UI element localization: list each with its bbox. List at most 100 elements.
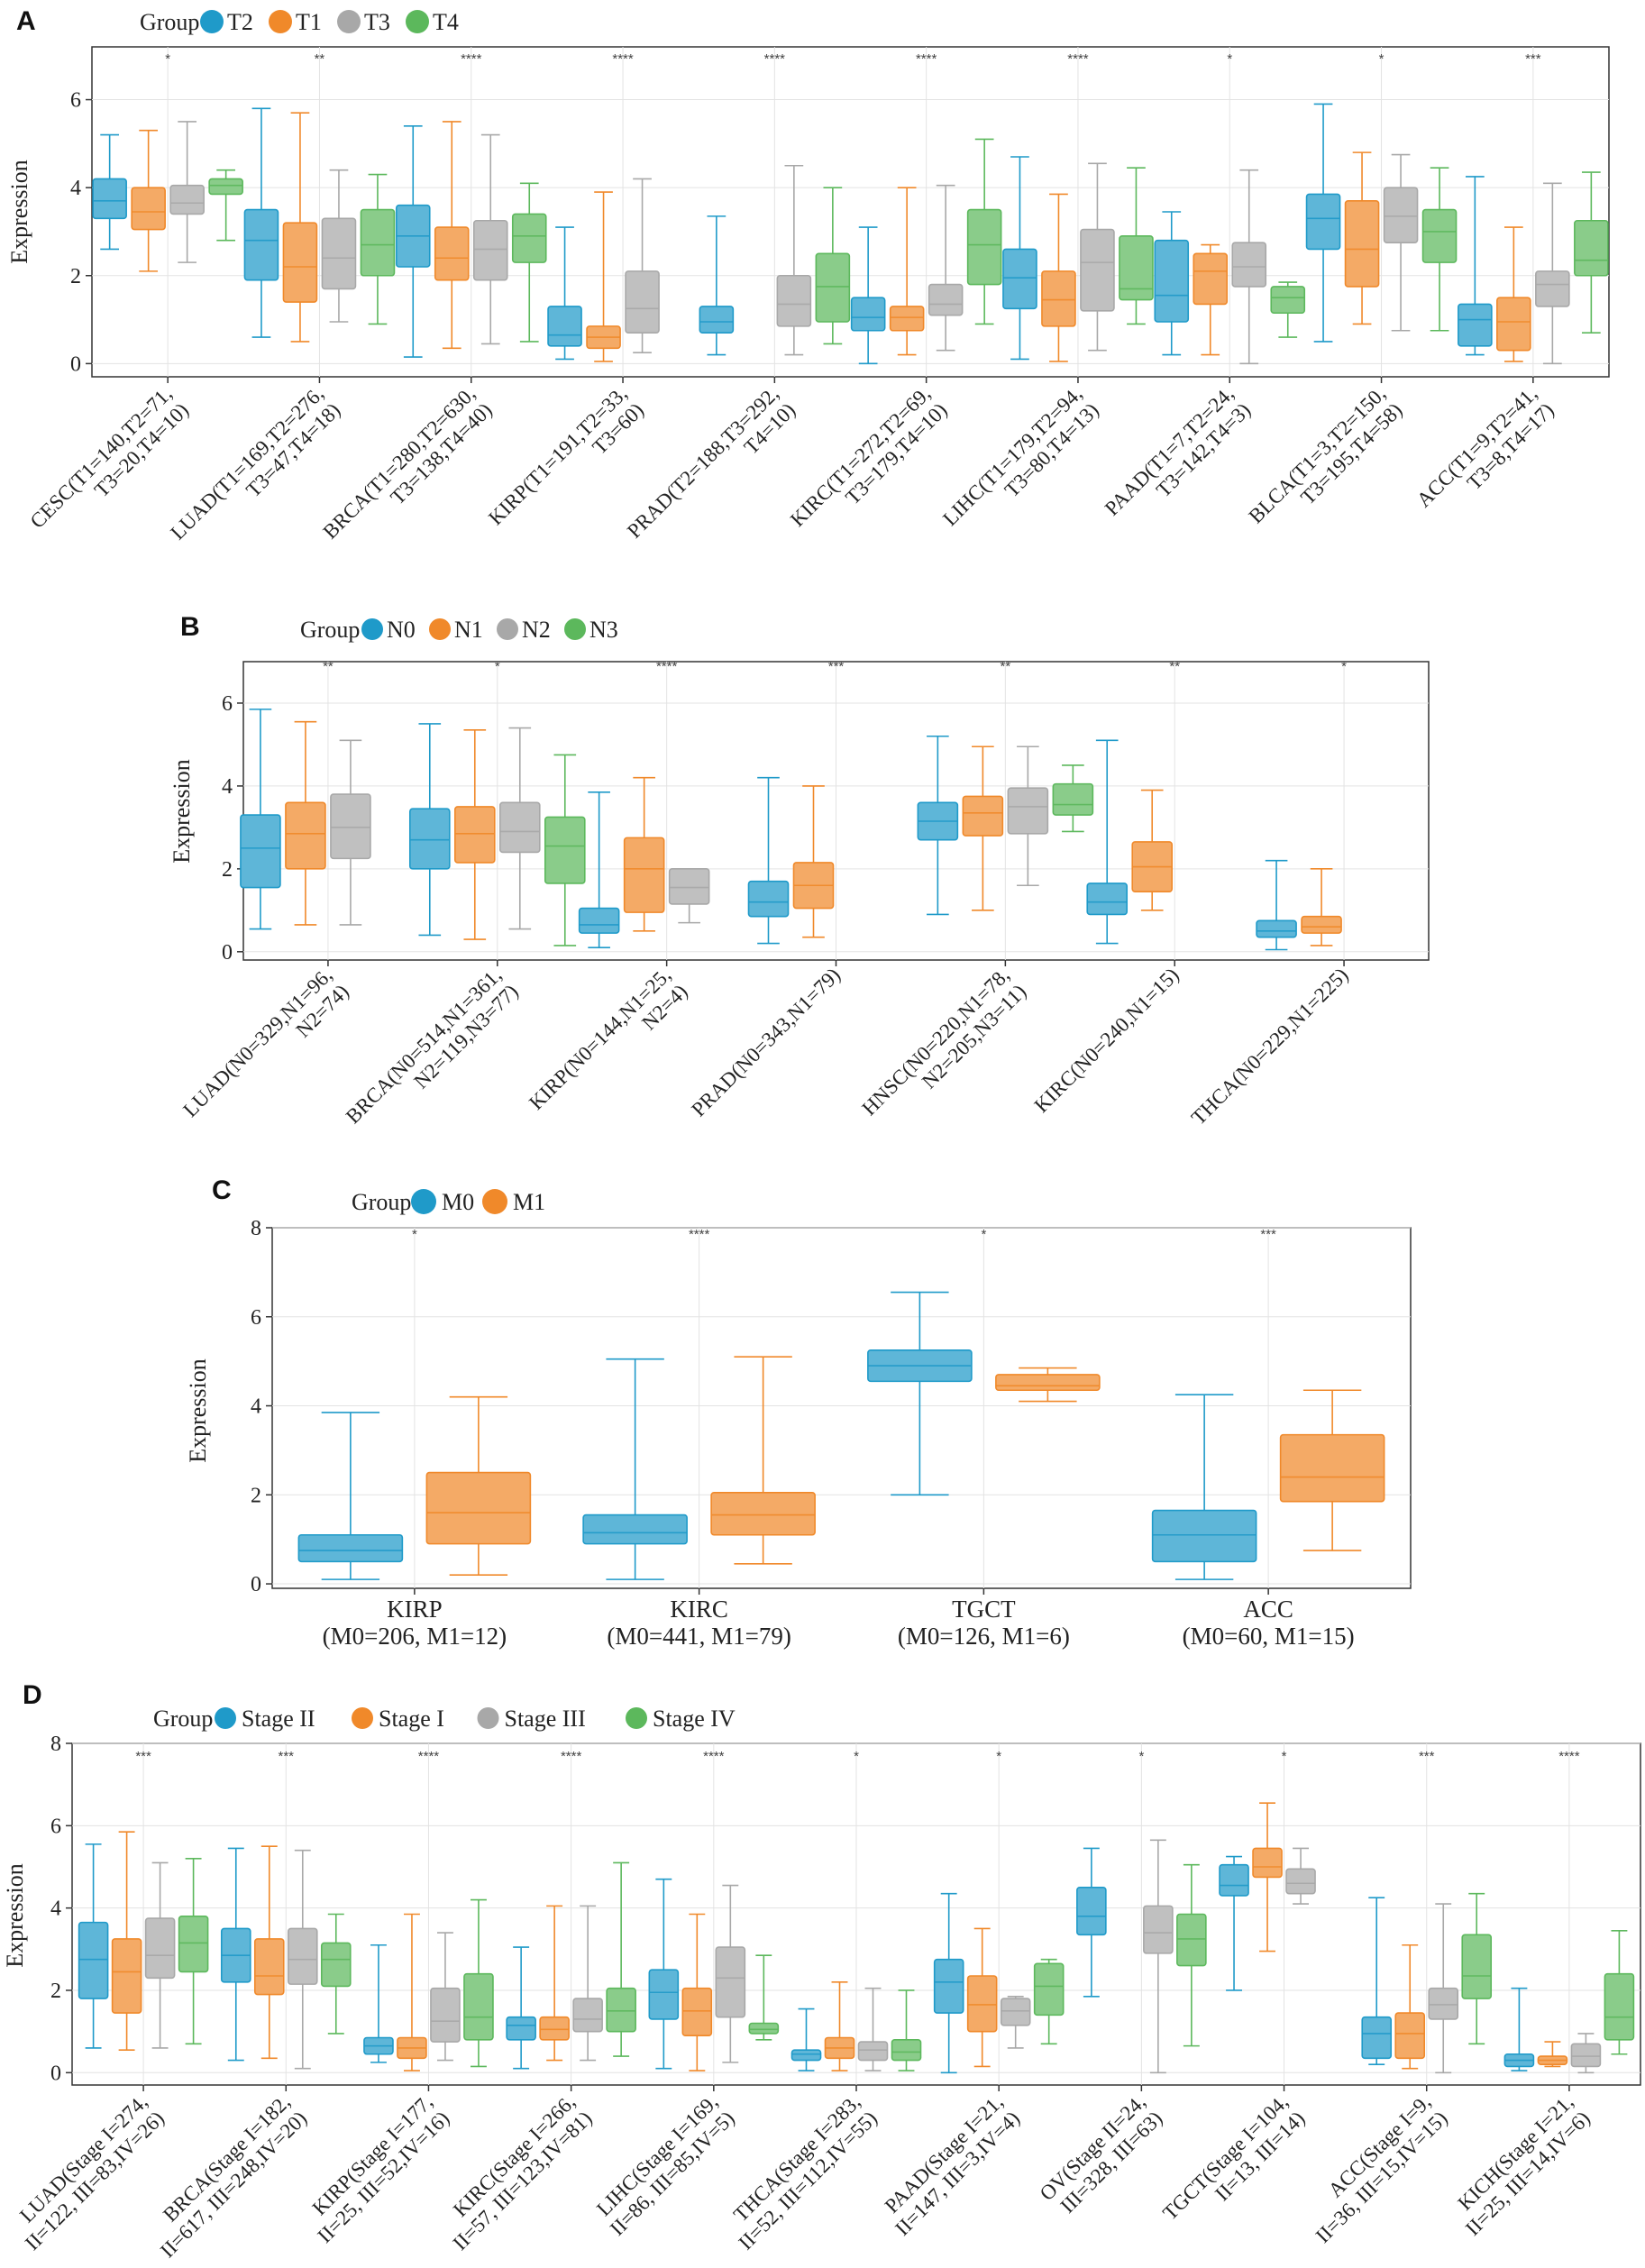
box-iqr <box>933 1958 964 2014</box>
box-iqr <box>360 208 396 277</box>
box-iqr <box>1344 200 1380 288</box>
box-iqr <box>1033 1962 1065 2017</box>
y-tick-label: 4 <box>222 775 233 799</box>
category-group: **** KIRP(N0=144,N1=25,N2=4) <box>525 659 710 1130</box>
x-category-label-line: CESC(T1=140,T2=71, <box>26 382 177 533</box>
box-stage-i <box>824 1981 855 2071</box>
significance-label: * <box>1227 51 1232 67</box>
legend-entry: Stage II <box>242 1706 315 1732</box>
significance-label: *** <box>828 659 845 674</box>
box-iqr <box>966 208 1002 286</box>
panel-label: C <box>212 1175 232 1205</box>
box-n0 <box>1256 859 1297 951</box>
box-n1 <box>1131 789 1174 911</box>
x-category-label: KIRP <box>387 1596 443 1623</box>
box-t1 <box>1344 151 1380 325</box>
significance-label: * <box>495 659 500 674</box>
box-m0 <box>297 1412 404 1580</box>
box-stage-i <box>539 1905 570 2062</box>
x-category-label-line: LUAD(T1=169,T2=276, <box>166 382 328 544</box>
x-category-label: KIRP(N0=144,N1=25,N2=4) <box>525 964 691 1130</box>
box-t2 <box>1154 211 1190 356</box>
box-stage-iii <box>857 1987 889 2071</box>
x-category-label: (M0=60, M1=15) <box>1183 1623 1355 1650</box>
box-iqr <box>434 226 470 281</box>
x-category-label-line: II=617, III=248,IV=20) <box>156 2107 311 2262</box>
box-iqr <box>243 208 279 281</box>
box-iqr <box>606 1987 636 2033</box>
significance-label: **** <box>656 659 678 674</box>
x-category-label: LIHC(Stage I=169,II=86, III=85,IV=5) <box>589 2090 739 2240</box>
box-iqr <box>1080 228 1115 312</box>
y-tick-label: 6 <box>222 692 233 716</box>
box-iqr <box>498 801 541 854</box>
significance-label: ** <box>1169 659 1180 674</box>
x-category-label: LUAD(N0=329,N1=96,N2=74) <box>178 964 353 1139</box>
x-category-label: PAAD(Stage I=21,II=147, III=3,IV=4) <box>874 2090 1024 2240</box>
box-iqr <box>747 880 790 918</box>
box-stage-ii <box>506 1946 536 2070</box>
y-tick-label: 0 <box>50 2062 61 2085</box>
x-category-label-line: KIRP(N0=144,N1=25, <box>525 964 675 1114</box>
box-t3 <box>169 121 205 263</box>
legend-entry: N1 <box>454 617 483 643</box>
box-iqr <box>453 806 496 864</box>
significance-label: **** <box>764 51 786 67</box>
box-stage-iii <box>1000 1996 1031 2049</box>
box-iqr <box>623 837 665 913</box>
x-category-label-line: THCA(N0=229,N1=225) <box>1187 964 1353 1129</box>
panel-B: B Group N0 N1 N2 N30246Expression**LUAD(N0=32… <box>169 612 1430 1139</box>
category-group: *** PRAD(N0=343,N1=79) <box>687 659 845 1121</box>
box-stage-ii <box>363 1943 394 2063</box>
box-t4 <box>1421 167 1458 332</box>
box-t2 <box>850 226 886 365</box>
legend-entry: Stage III <box>505 1706 586 1732</box>
box-stage-ii <box>1503 1987 1535 2071</box>
box-iqr <box>253 1938 285 1996</box>
box-stage-ii <box>1361 1897 1393 2065</box>
panel-label: A <box>16 6 36 36</box>
significance-label: *** <box>1260 1227 1276 1242</box>
x-category-label: CESC(T1=140,T2=71,T3=20,T4=10) <box>26 382 193 549</box>
box-t2 <box>1305 103 1341 343</box>
legend-marker <box>269 10 292 33</box>
box-stage-iv <box>1461 1892 1493 2045</box>
box-stage-iii <box>1428 1903 1459 2074</box>
significance-label: **** <box>1558 1749 1580 1764</box>
box-m1 <box>1279 1389 1385 1551</box>
box-stage-iii <box>1285 1847 1316 1905</box>
x-category-label: ACC(T1=9,T2=41,T3=8,T4=17) <box>1412 382 1558 528</box>
legend-marker <box>411 1189 436 1214</box>
box-iqr <box>539 2016 570 2041</box>
x-category-label-line: KIRC(N0=240,N1=15) <box>1030 964 1183 1117</box>
x-category-label-line: PRAD(N0=343,N1=79) <box>687 964 845 1121</box>
box-iqr <box>1052 782 1094 816</box>
box-iqr <box>1535 270 1570 307</box>
box-stage-i <box>1394 1943 1426 2070</box>
box-iqr <box>572 1998 603 2033</box>
x-category-label: BLCA(T1=3,T2=150,T3=195,T4=58) <box>1244 382 1406 544</box>
x-category-label-line: BRCA(N0=514,N1=361, <box>342 964 506 1128</box>
significance-label: * <box>1282 1749 1287 1764</box>
box-iqr <box>1285 1868 1316 1895</box>
significance-label: * <box>1138 1749 1144 1764</box>
y-tick-label: 4 <box>251 1395 261 1419</box>
box-iqr <box>962 795 1004 837</box>
y-tick-label: 6 <box>50 1815 61 1838</box>
significance-label: ** <box>315 51 325 67</box>
x-category-label: ACC(Stage I=9,II=36, III=15,IV=15) <box>1294 2090 1451 2247</box>
box-m0 <box>867 1291 973 1496</box>
x-category-label: KIRP(Stage I=177,II=25, III=52,IV=16) <box>297 2090 453 2247</box>
box-stage-ii <box>1076 1847 1107 1998</box>
box-iqr <box>425 1471 532 1545</box>
legend-title: Group <box>300 617 360 643</box>
y-tick-label: 6 <box>70 89 81 113</box>
x-category-label-line: KIRC(T1=272,T2=69, <box>786 382 935 531</box>
box-iqr <box>1007 787 1049 835</box>
y-tick-label: 8 <box>50 1733 61 1756</box>
x-category-label: ACC <box>1243 1596 1293 1623</box>
box-iqr <box>511 213 547 263</box>
box-m1 <box>425 1395 532 1576</box>
box-t4 <box>966 138 1002 325</box>
